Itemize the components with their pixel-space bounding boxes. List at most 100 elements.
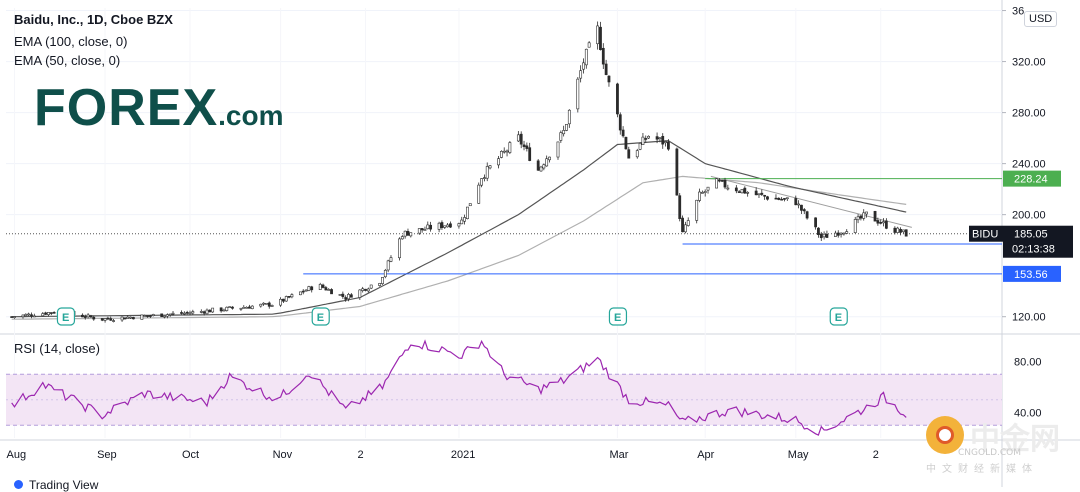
candle-body — [267, 302, 271, 307]
candle-body — [304, 289, 308, 292]
last-price-box — [1003, 225, 1073, 258]
candle-body — [720, 180, 724, 182]
candle-body — [766, 196, 769, 200]
candle-body — [666, 141, 670, 150]
ema100-line — [11, 175, 907, 320]
candle-body — [528, 147, 532, 161]
candle-body — [248, 306, 251, 309]
candle-body — [516, 134, 520, 142]
earnings-marker-label: E — [614, 312, 621, 324]
candle-body — [185, 312, 189, 314]
candle-body — [148, 315, 152, 317]
bottom-bar: Trading View — [14, 478, 98, 492]
candle-body — [47, 312, 50, 315]
earnings-marker-label: E — [835, 312, 842, 324]
candle-body — [839, 232, 843, 235]
candle-body — [785, 197, 789, 200]
candle-body — [282, 298, 285, 302]
candle-body — [449, 223, 452, 228]
candle-body — [417, 228, 421, 234]
candle-body — [703, 191, 707, 193]
forex-logo: FOREX.com — [34, 78, 284, 138]
earnings-marker — [829, 307, 848, 326]
candle-body — [344, 297, 348, 300]
candle-body — [845, 231, 849, 234]
candle-body — [562, 130, 566, 135]
earnings-marker — [608, 307, 628, 326]
candle-body — [621, 129, 625, 137]
symbol-badge-text: BIDU — [972, 229, 998, 241]
candle-body — [265, 303, 268, 305]
time-axis-label: Oct — [182, 449, 199, 461]
candle-body — [86, 314, 90, 318]
time-axis-label: Aug — [6, 449, 26, 461]
candle-body — [30, 314, 33, 317]
rsi-line — [11, 339, 907, 436]
candle-body — [743, 187, 747, 194]
candle-body — [279, 298, 282, 306]
candle-body — [290, 294, 294, 298]
candle-body — [740, 189, 744, 194]
candle-body — [120, 316, 124, 321]
candle-body — [817, 227, 820, 236]
candle-body — [151, 314, 155, 316]
candle-body — [318, 284, 322, 290]
candle-body — [165, 314, 169, 317]
logo-dotcom-text: .com — [218, 100, 284, 131]
candle-body — [901, 229, 905, 233]
watermark-url: CNGOLD.COM — [958, 448, 1022, 458]
rsi-tick-label: 40.00 — [1014, 408, 1042, 420]
candle-body — [783, 198, 786, 200]
candle-body — [641, 136, 645, 145]
logo-forex-text: FOREX — [34, 79, 219, 137]
price-tick-label: 240.00 — [1012, 159, 1046, 171]
candle-body — [683, 224, 687, 233]
candle-body — [859, 215, 863, 219]
candle-body — [403, 230, 407, 237]
candle-body — [378, 283, 382, 286]
candle-body — [599, 26, 602, 51]
candle-body — [131, 317, 135, 320]
candle-body — [160, 313, 164, 318]
candle-body — [505, 150, 509, 153]
candle-body — [644, 138, 648, 140]
ema100-legend: EMA (100, close, 0) — [14, 34, 128, 49]
candle-body — [548, 156, 551, 161]
candle-body — [480, 178, 483, 186]
candle-body — [228, 306, 232, 308]
candle-body — [163, 315, 166, 318]
candle-body — [398, 238, 401, 259]
candle-body — [262, 302, 266, 305]
candle-body — [81, 314, 84, 318]
level-label-box-0 — [1003, 170, 1061, 187]
candle-body — [440, 222, 444, 228]
price-tick-label: 200.00 — [1012, 210, 1046, 222]
candle-body — [443, 225, 447, 228]
candle-body — [805, 211, 809, 219]
candle-body — [862, 212, 866, 219]
countdown-label: 02:13:38 — [1012, 244, 1055, 256]
candle-body — [191, 311, 195, 314]
candle-body — [205, 309, 209, 315]
candle-body — [358, 289, 362, 298]
candle-body — [140, 314, 144, 320]
rsi-legend: RSI (14, close) — [14, 341, 100, 356]
candle-body — [301, 290, 305, 293]
candle-body — [822, 233, 826, 238]
earnings-marker — [311, 307, 330, 326]
candle-body — [389, 257, 393, 262]
candle-body — [219, 307, 223, 312]
candle-body — [44, 312, 48, 315]
last-price-label: 185.05 — [1014, 229, 1048, 241]
candle-body — [760, 192, 764, 195]
candle-body — [349, 294, 353, 298]
candle-body — [717, 179, 721, 182]
level-label-box-2 — [1003, 265, 1061, 282]
price-tick-label-partial: 36 — [1012, 6, 1024, 18]
candle-body — [420, 228, 424, 231]
symbol-title: Baidu, Inc., 1D, Cboe BZX — [14, 12, 173, 27]
candle-body — [522, 144, 526, 147]
candle-body — [814, 217, 818, 228]
currency-badge[interactable]: USD — [1024, 11, 1058, 27]
candle-body — [545, 158, 549, 167]
